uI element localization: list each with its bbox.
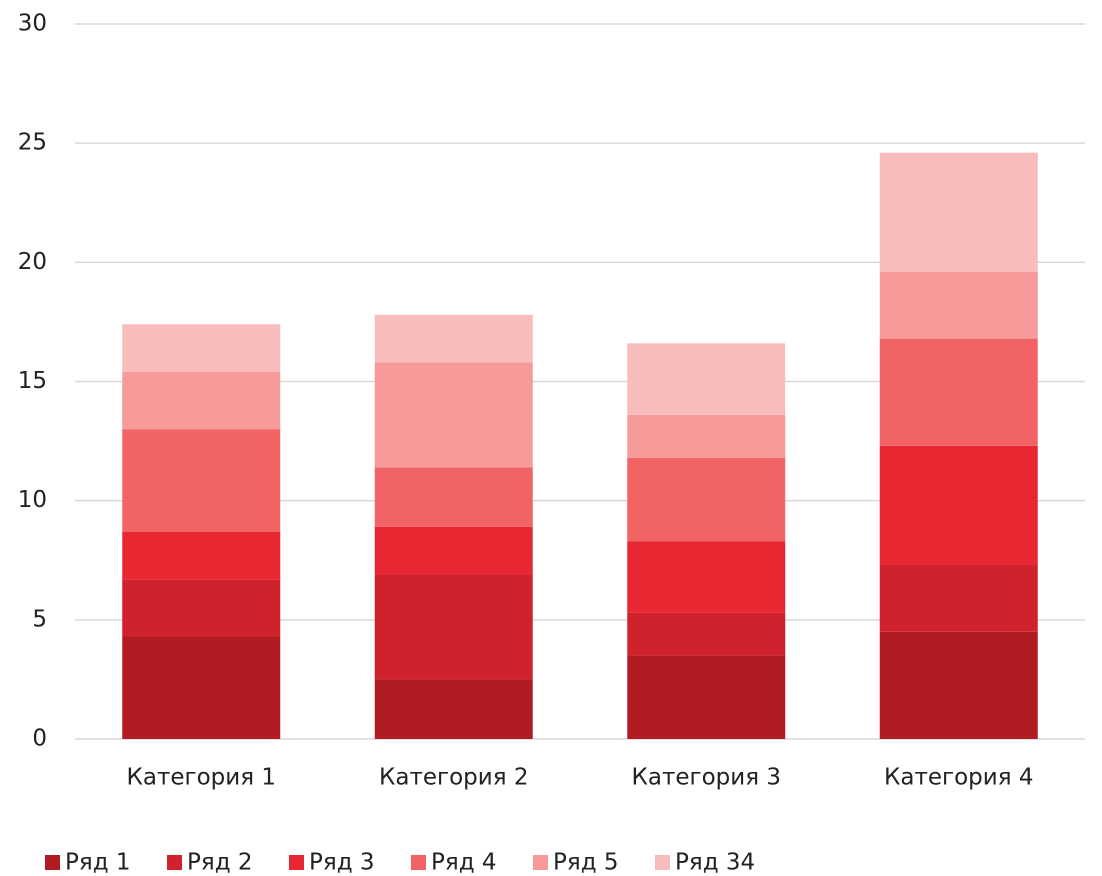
y-tick-label: 30 [18, 11, 47, 37]
bar-segment [879, 631, 1038, 739]
y-tick-label: 25 [18, 130, 47, 156]
bar-segment [374, 526, 533, 575]
bar-segment [879, 152, 1038, 272]
y-tick-label: 0 [32, 726, 47, 752]
y-tick-label: 20 [18, 249, 47, 275]
legend-label: Ряд 5 [553, 850, 619, 876]
legend-label: Ряд 1 [65, 850, 131, 876]
bar-segment [627, 414, 786, 458]
bar-segment [627, 343, 786, 415]
bar-segment [374, 314, 533, 363]
x-tick-label: Категория 3 [632, 765, 781, 791]
bar-segment [122, 324, 281, 372]
bar-segment [627, 457, 786, 542]
x-tick-label: Категория 2 [379, 765, 528, 791]
legend-swatch [167, 855, 182, 870]
bar-segment [879, 445, 1038, 566]
bar-segment [374, 467, 533, 527]
bar-segment [879, 271, 1038, 339]
bar-segment [627, 612, 786, 656]
bar-segment [374, 362, 533, 468]
bar-segment [122, 429, 281, 532]
legend-swatch [533, 855, 548, 870]
bar-segment [627, 541, 786, 613]
bar-segment [374, 679, 533, 739]
bar-segment [879, 565, 1038, 632]
legend-label: Ряд 2 [187, 850, 253, 876]
y-tick-label: 10 [18, 487, 47, 513]
bar-segment [122, 579, 281, 637]
bar-segment [122, 531, 281, 580]
legend-swatch [411, 855, 426, 870]
bar-segment [122, 371, 281, 430]
legend-swatch [45, 855, 60, 870]
bar-segment [879, 338, 1038, 446]
legend-swatch [289, 855, 304, 870]
legend-label: Ряд 4 [431, 850, 497, 876]
legend-label: Ряд 34 [675, 850, 755, 876]
x-tick-label: Категория 4 [884, 765, 1033, 791]
legend-label: Ряд 3 [309, 850, 375, 876]
y-tick-label: 15 [18, 368, 47, 394]
bar-segment [122, 636, 281, 739]
bar-segment [374, 574, 533, 680]
bar-segment [627, 655, 786, 739]
legend-swatch [655, 855, 670, 870]
x-tick-label: Категория 1 [127, 765, 276, 791]
y-tick-label: 5 [32, 606, 47, 632]
